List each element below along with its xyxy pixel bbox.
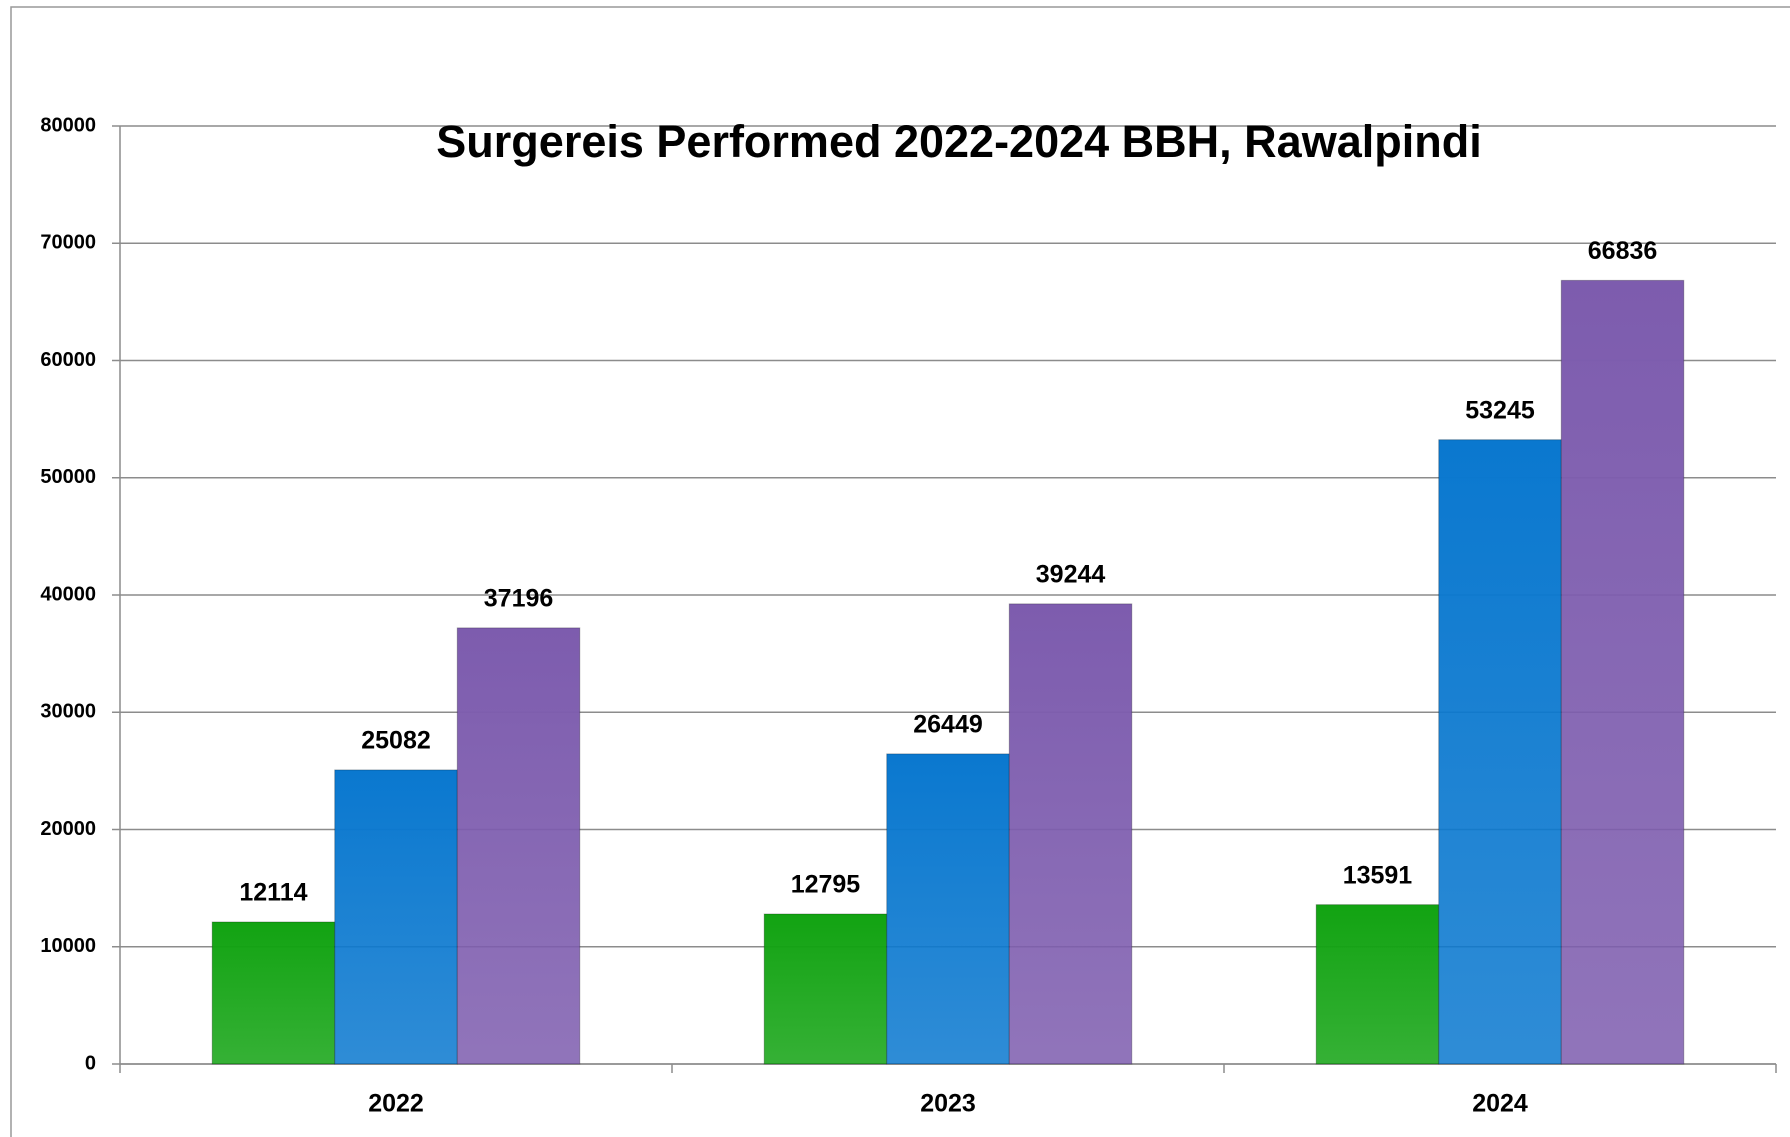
data-label: 12114 [239, 879, 307, 907]
bar [886, 753, 1010, 1065]
bars [211, 279, 1685, 1065]
labels: 0 10000 20000 30000 40000 50000 60000 70000 8000… [40, 114, 1657, 1117]
bar [334, 769, 458, 1065]
y-tick-label: 50000 [40, 466, 96, 488]
data-label: 37196 [484, 584, 554, 612]
bar [211, 921, 336, 1065]
bar [1315, 904, 1440, 1065]
bar [1560, 279, 1685, 1065]
y-tick-label: 20000 [40, 818, 96, 840]
x-tick-label: 2022 [368, 1090, 424, 1118]
chart-title: Surgereis Performed 2022-2024 BBH, Rawal… [436, 116, 1481, 167]
data-label: 13591 [1343, 861, 1413, 889]
y-tick-label: 60000 [40, 349, 96, 371]
bar [1008, 603, 1133, 1065]
y-tick-label: 10000 [40, 935, 96, 957]
bar [1438, 439, 1562, 1065]
data-label: 66836 [1588, 237, 1658, 265]
x-tick-label: 2023 [920, 1090, 976, 1118]
y-tick-label: 80000 [40, 114, 96, 136]
data-label: 39244 [1036, 560, 1106, 588]
x-tick-label: 2024 [1472, 1090, 1528, 1118]
data-label: 26449 [913, 710, 983, 738]
y-tick-label: 40000 [40, 583, 96, 605]
data-label: 25082 [361, 727, 431, 755]
bar [763, 913, 888, 1065]
data-label: 53245 [1465, 396, 1535, 424]
y-tick-label: 0 [85, 1052, 96, 1074]
y-tick-label: 30000 [40, 701, 96, 723]
y-tick-label: 70000 [40, 232, 96, 254]
data-label: 12795 [791, 871, 861, 899]
bar [456, 627, 581, 1065]
